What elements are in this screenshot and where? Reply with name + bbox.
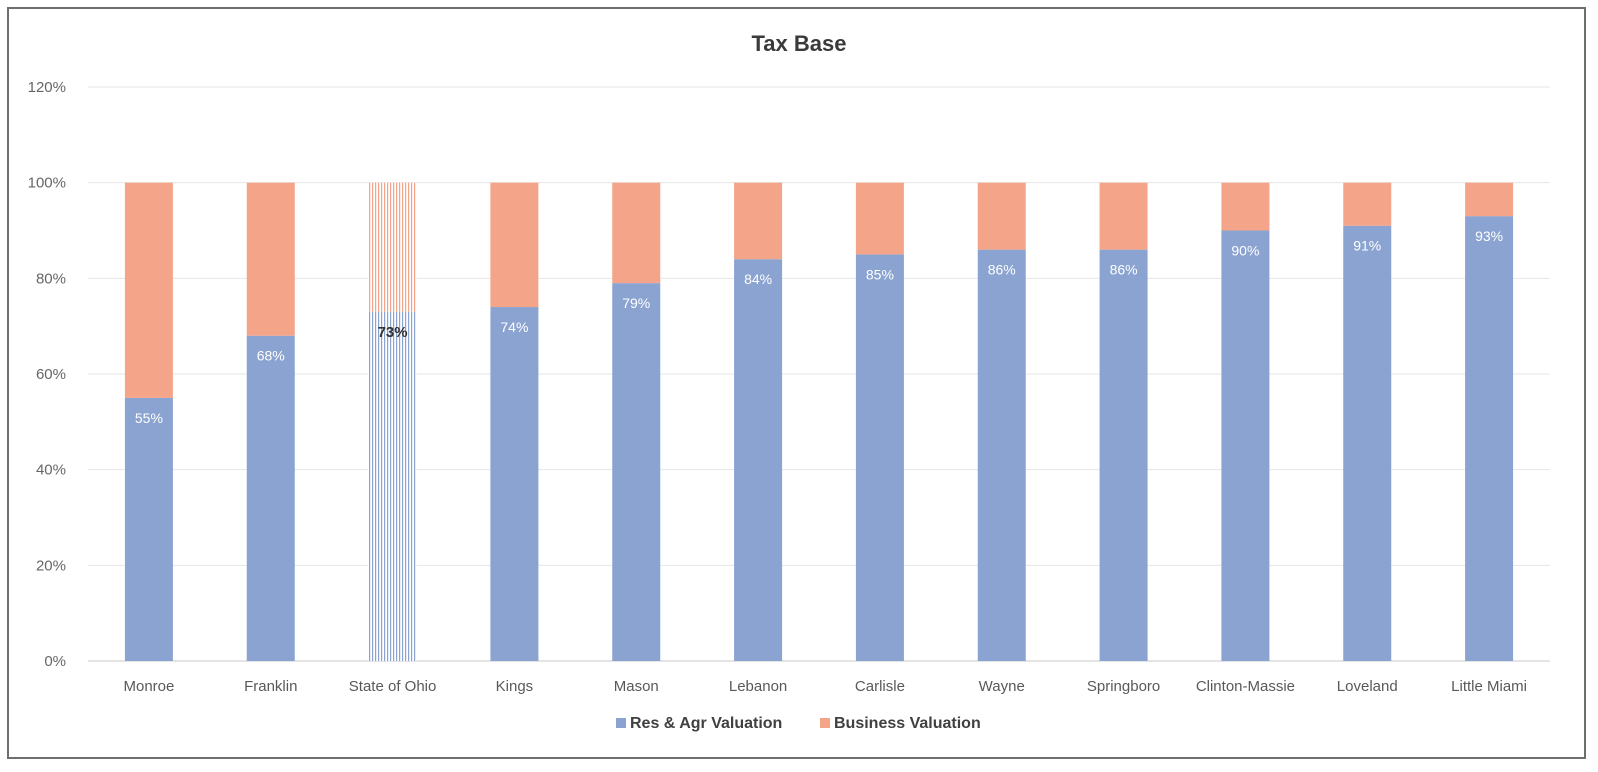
bar-segment [1343,182,1392,226]
bar-segment [977,182,1026,250]
x-tick-label: Mason [614,678,659,695]
x-tick-label: Wayne [979,678,1025,695]
y-tick-label: 120% [28,79,66,96]
legend-label: Res & Agr Valuation [630,715,782,732]
bar-segment [246,335,295,661]
x-tick-label: Carlisle [855,678,905,695]
y-tick-label: 80% [36,270,66,287]
data-label: 85% [866,266,894,282]
y-tick-label: 40% [36,462,66,479]
data-label: 84% [744,271,772,287]
bar-segment [490,307,539,661]
bar-segment [1465,182,1514,217]
bar-segment [1099,182,1148,250]
bar-segment [734,182,783,260]
y-tick-label: 100% [28,175,66,192]
y-tick-label: 0% [44,653,66,670]
bar-segment [368,311,417,661]
bar-segment [1221,182,1270,231]
bar-segment [977,249,1026,661]
bar-segment [1221,230,1270,661]
bar-segment [855,182,904,255]
y-tick-label: 20% [36,557,66,574]
data-label: 91% [1353,238,1381,254]
x-tick-label: Kings [496,678,534,695]
bar-segment [612,182,661,284]
bar-segment [734,259,783,661]
bar-segment [490,182,539,308]
x-tick-label: Clinton-Massie [1196,678,1295,695]
data-label: 93% [1475,228,1503,244]
data-label: 74% [500,319,528,335]
data-label: 79% [622,295,650,311]
data-label: 68% [257,348,285,364]
x-tick-label: Monroe [123,678,174,695]
x-tick-label: Little Miami [1451,678,1527,695]
bar-segment [1099,249,1148,661]
data-label: 90% [1231,243,1259,259]
x-tick-label: Lebanon [729,678,787,695]
legend-label: Business Valuation [834,715,981,732]
x-tick-label: Loveland [1337,678,1398,695]
x-tick-label: State of Ohio [349,678,437,695]
x-tick-label: Franklin [244,678,297,695]
legend-swatch [820,718,830,728]
data-label: 86% [988,262,1016,278]
bar-segment [1343,225,1392,661]
bar-segment [124,182,173,398]
bar-segment [124,397,173,661]
chart-title: Tax Base [752,31,847,56]
bar-segment [246,182,295,336]
y-tick-label: 60% [36,366,66,383]
bar-segment [1465,216,1514,661]
bar-segment [368,182,417,312]
data-label: 86% [1110,262,1138,278]
data-label: 73% [378,324,408,341]
bar-segment [855,254,904,661]
x-tick-label: Springboro [1087,678,1160,695]
data-label: 55% [135,410,163,426]
bar-segment [612,283,661,661]
legend-swatch [616,718,626,728]
